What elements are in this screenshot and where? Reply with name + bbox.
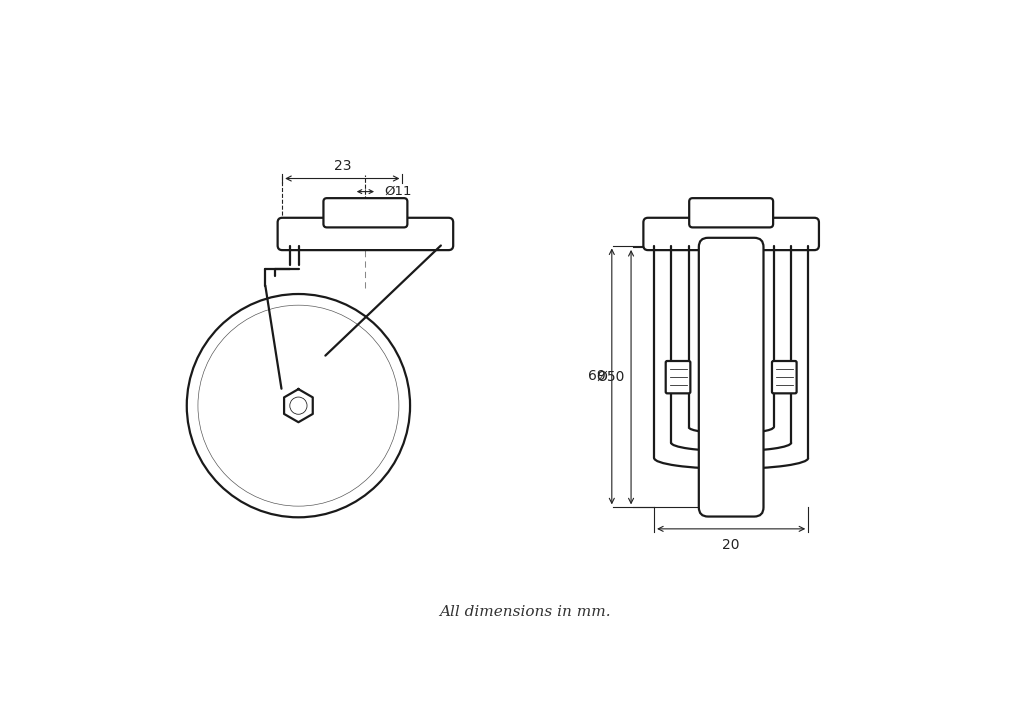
FancyBboxPatch shape <box>324 198 408 227</box>
Text: Ø50: Ø50 <box>597 370 625 384</box>
Circle shape <box>198 306 399 506</box>
FancyBboxPatch shape <box>772 361 797 393</box>
FancyBboxPatch shape <box>666 361 690 393</box>
Circle shape <box>290 397 307 414</box>
Polygon shape <box>284 389 312 422</box>
Text: Ø11: Ø11 <box>385 185 412 198</box>
FancyBboxPatch shape <box>278 218 454 250</box>
FancyBboxPatch shape <box>643 218 819 250</box>
FancyBboxPatch shape <box>689 198 773 227</box>
FancyBboxPatch shape <box>698 237 764 516</box>
Circle shape <box>186 294 410 518</box>
Text: 20: 20 <box>722 538 740 552</box>
Text: 23: 23 <box>334 159 351 173</box>
Text: 69: 69 <box>588 369 605 384</box>
Text: All dimensions in mm.: All dimensions in mm. <box>439 605 610 619</box>
